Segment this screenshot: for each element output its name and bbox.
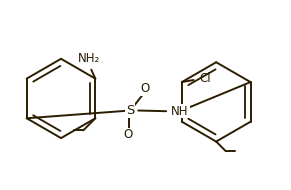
Text: O: O xyxy=(141,82,150,95)
Text: Cl: Cl xyxy=(200,72,211,85)
Text: NH₂: NH₂ xyxy=(78,52,100,65)
Text: NH: NH xyxy=(171,105,189,118)
Text: S: S xyxy=(126,104,134,117)
Text: O: O xyxy=(124,128,133,142)
